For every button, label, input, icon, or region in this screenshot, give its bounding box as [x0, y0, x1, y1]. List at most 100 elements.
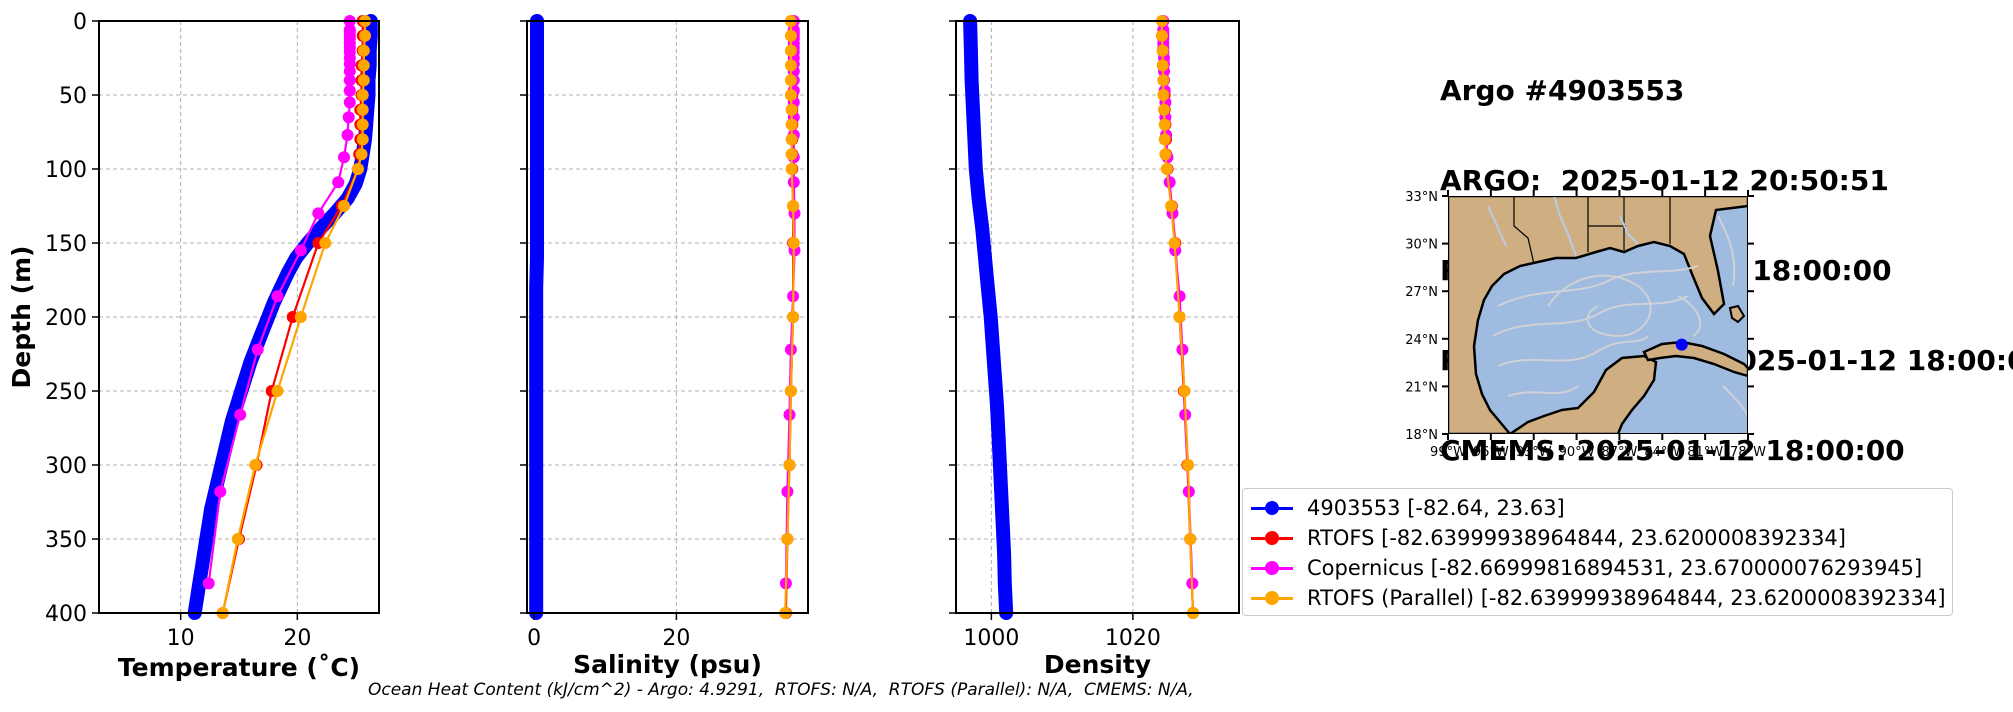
- state-borders: [1513, 196, 1671, 265]
- legend-swatch: [1251, 523, 1293, 553]
- map-lon-label: 87°W: [1601, 445, 1637, 460]
- data-point: [342, 111, 355, 124]
- ocean-heat-content-caption: Ocean Heat Content (kJ/cm^2) - Argo: 4.9…: [368, 680, 1194, 700]
- data-point: [783, 459, 796, 471]
- map-ticks: 99°W 96°W 93°W 90°W 87°W 84°W 81°W 78°W 33°N 30°N…: [1405, 190, 1766, 460]
- y-tick-label: 300: [45, 454, 87, 479]
- x-tick-label: 1020: [1105, 626, 1161, 651]
- data-point: [787, 200, 800, 212]
- data-point: [356, 133, 369, 146]
- data-point: [357, 44, 370, 57]
- x-tick-label: 0: [527, 626, 541, 651]
- data-point: [1159, 148, 1172, 161]
- y-tick-label: 400: [45, 602, 87, 627]
- data-point: [251, 343, 264, 356]
- data-point: [781, 485, 794, 498]
- y-tick-label: 350: [45, 528, 87, 553]
- data-point: [1168, 237, 1181, 249]
- data-point: [1156, 44, 1169, 57]
- land-north: [1448, 196, 1748, 434]
- data-point: [784, 89, 797, 101]
- y-tick-label: 150: [45, 232, 87, 257]
- legend-label: RTOFS (Parallel) [-82.63999938964844, 23…: [1307, 586, 1946, 610]
- y-tick-label: 250: [45, 380, 87, 405]
- data-point: [1158, 133, 1171, 146]
- x-axis-label: Density: [1044, 650, 1151, 679]
- legend-swatch: [1251, 493, 1293, 523]
- y-axis-label: Depth (m): [7, 246, 36, 389]
- data-point: [784, 385, 797, 397]
- legend-label: Copernicus [-82.66999816894531, 23.67000…: [1307, 556, 1923, 580]
- data-point: [356, 89, 369, 101]
- data-point: [1173, 311, 1186, 323]
- data-point: [1160, 163, 1173, 175]
- data-point: [1155, 29, 1168, 42]
- temperature-panel: 0 50 100 150 200 250 300 350 400 10 20Temperature …: [7, 10, 380, 682]
- data-point: [1157, 74, 1170, 87]
- data-point: [784, 29, 797, 42]
- data-point: [784, 44, 797, 57]
- data-point: [784, 59, 797, 72]
- data-point: [352, 163, 364, 175]
- legend-swatch: [1251, 553, 1293, 583]
- map-lat-label: 24°N: [1405, 333, 1438, 348]
- data-point: [319, 237, 332, 249]
- data-point: [338, 151, 350, 164]
- legend-swatch: [1251, 583, 1293, 613]
- map-lon-label: 99°W: [1430, 445, 1466, 460]
- data-point: [785, 148, 798, 161]
- x-tick-label: 20: [283, 626, 311, 651]
- data-point: [214, 485, 227, 498]
- data-point: [234, 408, 247, 421]
- map-lat-label: 33°N: [1405, 190, 1438, 205]
- map-lon-label: 81°W: [1687, 445, 1723, 460]
- data-point: [312, 207, 325, 220]
- map-lon-label: 93°W: [1516, 445, 1552, 460]
- series-rtofs-parallel-: [216, 15, 371, 619]
- data-point: [1165, 200, 1178, 212]
- data-point: [1178, 385, 1191, 397]
- map-lat-label: 30°N: [1405, 238, 1438, 253]
- data-point: [785, 163, 798, 175]
- x-tick-label: 10: [167, 626, 195, 651]
- data-point: [1184, 533, 1197, 545]
- series-line: [529, 14, 544, 620]
- data-point: [332, 176, 345, 189]
- data-point: [343, 96, 356, 109]
- header-info: Argo #4903553 ARGO: 2025-01-12 20:50:51 …: [1440, 16, 2013, 496]
- data-point: [785, 133, 798, 146]
- data-point: [787, 176, 800, 189]
- series-rtofs-parallel-: [779, 15, 800, 619]
- x-tick-label: 20: [662, 626, 690, 651]
- land-cuba: [1642, 340, 1748, 378]
- series-line: [187, 14, 378, 620]
- data-point: [359, 29, 371, 42]
- header-argo-time: ARGO: 2025-01-12 20:50:51: [1440, 164, 1889, 197]
- map-lon-label: 84°W: [1644, 445, 1680, 460]
- data-point: [357, 59, 370, 72]
- data-point: [249, 459, 262, 471]
- legend-item-rtofs: RTOFS [-82.63999938964844, 23.6200008392…: [1251, 523, 1846, 553]
- land-yucatan: [1507, 354, 1658, 434]
- data-point: [355, 148, 368, 161]
- series-4903553: [963, 14, 1014, 620]
- legend: 4903553 [-82.64, 23.63] RTOFS [-82.63999…: [1242, 488, 1953, 616]
- land-bahamas: [1728, 304, 1746, 324]
- data-point: [202, 577, 215, 590]
- series-4903553: [187, 14, 378, 620]
- map-lat-label: 18°N: [1405, 428, 1438, 443]
- map-lon-label: 78°W: [1730, 445, 1766, 460]
- data-point: [1173, 290, 1186, 303]
- x-axis-label: Salinity (psu): [573, 650, 762, 679]
- data-point: [787, 237, 800, 249]
- data-point: [785, 103, 798, 116]
- map-lon-label: 90°W: [1559, 445, 1595, 460]
- gulf-of-mexico-map: [1447, 195, 1749, 435]
- data-point: [356, 103, 369, 116]
- series-rtofs-parallel-: [1155, 15, 1199, 619]
- data-point: [231, 533, 244, 545]
- data-point: [787, 311, 800, 323]
